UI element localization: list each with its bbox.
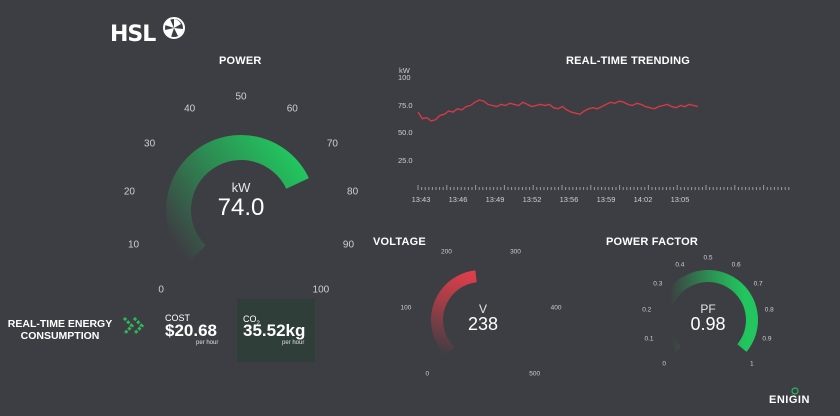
power-gauge-fill [166,135,309,264]
co2-label-text: CO [243,314,257,324]
pf-tick-label: 0.1 [644,335,654,343]
trend-title: REAL-TIME TRENDING [566,55,690,67]
trend-y-tick-label: 75.0 [398,100,413,110]
power-tick-label: 70 [326,138,338,150]
power-tick-label: 10 [127,239,140,251]
power-factor-value: 0.98 [690,314,726,334]
voltage-tick-label: 300 [510,248,521,256]
fan-icon [163,17,185,39]
trend-y-tick-label: 100 [398,73,411,82]
power-factor-title: POWER FACTOR [606,236,699,248]
pf-tick-label: 0.2 [642,306,652,314]
power-tick-label: 90 [342,239,355,251]
voltage-tick-label: 0 [425,370,430,378]
pf-tick-label: 0.4 [675,261,685,269]
voltage-tick-label: 500 [529,370,541,378]
power-tick-label: 100 [312,284,330,296]
enigin-logo: ENIGIN [769,394,810,406]
co2-unit: per hour [282,340,305,346]
voltage-tick-label: 400 [550,304,562,312]
trend-x-tick-label: 13:56 [559,195,579,204]
pf-tick-label: 0.7 [753,280,763,288]
pf-tick-label: 0.6 [731,261,741,269]
power-unit: kW [231,180,251,195]
power-tick-label: 50 [235,91,247,103]
power-tick-label: 40 [184,103,196,115]
trend-y-tick-label: 25.0 [398,155,413,165]
power-tick-label: 0 [158,284,164,296]
cost-value: $20.68 [165,321,217,340]
energy-title: REAL-TIME ENERGY CONSUMPTION [7,318,113,342]
trend-x-tick-label: 13:59 [596,195,616,204]
power-tick-label: 20 [123,186,135,198]
co2-label: CO2 [243,314,260,327]
pf-tick-label: 0 [662,360,666,368]
trend-x-tick-label: 14:02 [633,195,653,204]
trend-x-tick-label: 13:43 [411,195,431,204]
co2-label-sub: 2 [256,320,260,327]
power-tick-label: 60 [286,103,298,115]
double-chevron-right-icon [122,316,145,336]
co2-value: 35.52kg [243,321,306,340]
power-title: POWER [219,55,262,67]
pf-tick-label: 1 [750,360,754,368]
trend-y-tick-label: 50.0 [398,128,413,137]
trend-x-tick-label: 13:49 [485,195,505,204]
voltage-tick-label: 200 [441,248,452,256]
cost-unit: per hour [196,340,219,346]
pf-tick-label: 0.5 [703,254,713,262]
trend-x-tick-label: 13:05 [670,195,690,204]
pf-gauge-fill [658,269,758,356]
hsl-logo: HSL [110,22,156,47]
power-value: 74.0 [217,194,265,221]
voltage-tick-label: 100 [400,304,412,312]
voltage-title: VOLTAGE [373,236,426,248]
trend-x-tick-label: 13:46 [448,195,468,204]
co2-panel [237,299,315,362]
pf-tick-label: 0.9 [762,335,772,343]
power-tick-label: 30 [144,138,156,150]
trend-series-line [417,99,699,122]
pf-tick-label: 0.3 [653,280,663,288]
power-factor-unit: PF [700,302,716,316]
leaf-icon [791,387,799,395]
pf-tick-label: 0.8 [764,306,774,314]
cost-label: COST [165,313,191,323]
voltage-unit: V [478,302,488,316]
trend-x-tick-label: 13:52 [522,195,542,204]
voltage-value: 238 [467,314,499,334]
power-tick-label: 80 [347,186,359,198]
voltage-gauge-fill [431,270,477,356]
trend-unit: kW [399,66,410,75]
